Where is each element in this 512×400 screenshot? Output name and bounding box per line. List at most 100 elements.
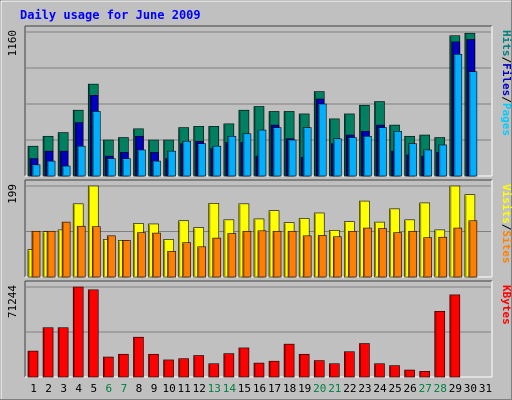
sites-visits-bar-sites-21 <box>332 236 342 278</box>
day-label-28: 28 <box>434 382 447 395</box>
hits-files-pages-bar-pages-28 <box>438 144 448 177</box>
hits-files-pages-legend: Hits/Files/Pages <box>500 30 512 136</box>
day-label-8: 8 <box>136 382 143 395</box>
hits-files-pages-bar-pages-1 <box>31 164 41 177</box>
kbytes-bar-kbytes-5 <box>87 289 99 378</box>
hits-files-pages-bar-pages-14 <box>227 135 237 177</box>
sites-visits-bar-sites-29 <box>453 227 463 278</box>
kbytes-bar-kbytes-28 <box>434 311 446 378</box>
sites-visits-bar-sites-20 <box>317 235 327 278</box>
kbytes-bar-kbytes-8 <box>133 336 144 378</box>
kbytes-bar-kbytes-9 <box>148 353 159 378</box>
day-label-14: 14 <box>223 382 237 395</box>
day-label-17: 17 <box>268 382 281 395</box>
hits-files-pages-bar-pages-12 <box>197 143 207 177</box>
sites-visits-bar-sites-25 <box>393 232 402 278</box>
sites-visits-bar-sites-3 <box>61 221 71 278</box>
kbytes-bar-kbytes-6 <box>103 356 114 378</box>
sites-visits-bar-sites-30 <box>468 220 478 278</box>
day-label-23: 23 <box>358 382 371 395</box>
sites-visits-bar-sites-13 <box>212 237 222 278</box>
legend-separator: / <box>500 57 512 64</box>
day-label-9: 9 <box>151 382 158 395</box>
kbytes-bar-kbytes-3 <box>57 327 69 378</box>
day-label-25: 25 <box>388 382 401 395</box>
day-label-18: 18 <box>283 382 296 395</box>
hits-files-pages-bar-pages-30 <box>468 71 478 177</box>
hits-files-pages-bar-pages-17 <box>272 127 282 177</box>
hits-files-pages-bar-pages-11 <box>182 140 191 177</box>
kbytes-bar-kbytes-23 <box>359 343 370 378</box>
sites-visits-bar-sites-2 <box>46 230 56 278</box>
hits-files-pages-bar-pages-2 <box>46 160 56 177</box>
kbytes-legend: KBytes <box>500 285 512 325</box>
sites-visits-legend: Visits/Sites <box>500 184 512 264</box>
chart-title: Daily usage for June 2009 <box>20 8 201 22</box>
sites-visits-bar-sites-26 <box>408 230 417 278</box>
kbytes-bar-kbytes-15 <box>238 347 250 378</box>
day-label-12: 12 <box>193 382 206 395</box>
legend-separator: / <box>500 96 512 103</box>
legend-sites: Sites <box>500 230 512 263</box>
day-label-22: 22 <box>343 382 356 395</box>
hits-files-pages-bar-pages-13 <box>212 145 222 177</box>
day-label-3: 3 <box>60 382 67 395</box>
sites-visits-bar-sites-27 <box>423 237 432 278</box>
hits-files-pages-bar-pages-19 <box>302 127 312 177</box>
sites-visits-bar-sites-22 <box>348 230 357 278</box>
day-label-11: 11 <box>178 382 191 395</box>
sites-visits-bar-sites-8 <box>137 232 146 278</box>
day-label-1: 1 <box>30 382 37 395</box>
day-label-31: 31 <box>479 382 492 395</box>
sites-visits-bar-sites-18 <box>287 230 297 278</box>
kbytes-bar-kbytes-13 <box>208 363 220 378</box>
sites-visits-bar-sites-19 <box>302 235 312 278</box>
day-label-27: 27 <box>419 382 432 395</box>
hits-files-pages-bar-pages-18 <box>287 139 297 177</box>
day-label-10: 10 <box>162 382 175 395</box>
day-label-20: 20 <box>313 382 326 395</box>
day-label-6: 6 <box>106 382 113 395</box>
day-label-2: 2 <box>45 382 52 395</box>
hits-files-pages-bar-pages-10 <box>167 150 176 177</box>
kbytes-bar-kbytes-7 <box>118 353 129 378</box>
hits-files-pages-bar-pages-24 <box>378 127 387 177</box>
hits-files-pages-bar-pages-15 <box>242 133 252 177</box>
day-label-7: 7 <box>121 382 128 395</box>
hits-files-pages-bar-pages-23 <box>363 135 372 177</box>
kbytes-bar-kbytes-16 <box>253 362 265 378</box>
hits-files-pages-bar-pages-8 <box>137 149 146 177</box>
legend-visits: Visits <box>500 184 512 224</box>
kbytes-bar-kbytes-21 <box>328 363 340 378</box>
kbytes-bar-kbytes-11 <box>178 358 189 378</box>
kbytes-bar-kbytes-17 <box>268 360 280 378</box>
kbytes-bar-kbytes-18 <box>283 343 295 378</box>
day-label-4: 4 <box>75 382 82 395</box>
sites-visits-bar-sites-12 <box>197 246 207 278</box>
sites-visits-bar-sites-28 <box>438 236 448 278</box>
hits-files-pages-bar-pages-3 <box>61 165 71 177</box>
hits-files-pages-bar-pages-29 <box>453 54 463 177</box>
day-label-16: 16 <box>253 382 266 395</box>
kbytes-panel <box>25 281 492 377</box>
day-label-21: 21 <box>328 382 341 395</box>
sites-visits-bar-sites-4 <box>76 225 86 278</box>
hits-files-pages-bar-pages-21 <box>332 138 342 177</box>
day-label-26: 26 <box>404 382 417 395</box>
kbytes-bar-kbytes-26 <box>404 369 415 378</box>
kbytes-bar-kbytes-27 <box>419 371 430 378</box>
kbytes-bar-kbytes-2 <box>42 327 54 378</box>
kbytes-bar-kbytes-4 <box>72 286 84 378</box>
day-label-19: 19 <box>298 382 311 395</box>
hits-files-pages-bar-pages-25 <box>393 131 402 177</box>
legend-files: Files <box>500 63 512 96</box>
hits-files-pages-bar-pages-9 <box>152 160 161 177</box>
hits-files-pages-bar-pages-4 <box>76 145 86 177</box>
hits-files-pages-bar-pages-26 <box>408 143 417 177</box>
sites-visits-ymax-label: 199 <box>6 184 19 204</box>
kbytes-bar-kbytes-20 <box>313 360 325 378</box>
kbytes-bar-kbytes-24 <box>374 363 385 378</box>
hits-files-pages-bar-pages-7 <box>122 158 131 177</box>
hits-files-pages-bar-pages-20 <box>317 103 327 177</box>
